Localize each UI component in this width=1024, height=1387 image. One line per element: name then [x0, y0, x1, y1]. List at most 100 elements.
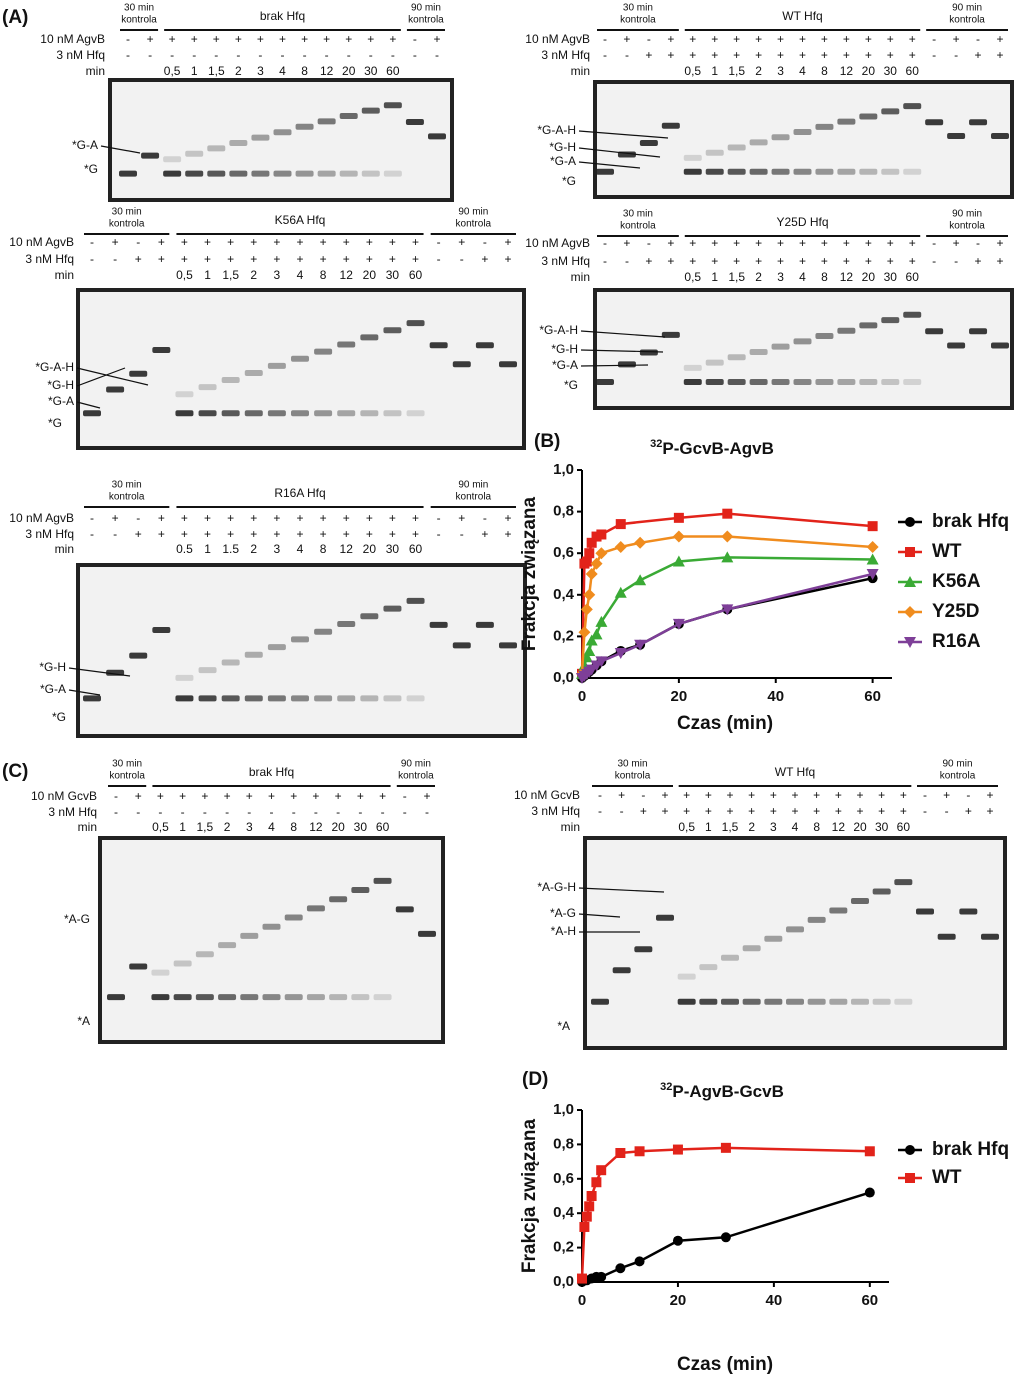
lane-value: -	[303, 48, 307, 62]
band-pointer	[580, 364, 649, 367]
gel-band	[295, 123, 314, 130]
lane-value: +	[711, 236, 718, 250]
gel-band	[175, 695, 194, 702]
lane-value: 30	[875, 820, 889, 834]
lane-value: +	[191, 32, 198, 46]
lane-value: 20	[853, 820, 867, 834]
lane-value: -	[954, 254, 958, 268]
lane-value: -	[932, 236, 936, 250]
gel-background	[585, 838, 1005, 1048]
lane-value: +	[204, 527, 211, 541]
lane-value: +	[204, 235, 211, 249]
gel-band	[240, 994, 259, 1001]
data-point	[634, 639, 647, 651]
lane-value: +	[755, 48, 762, 62]
gel-band	[859, 168, 878, 175]
data-point	[614, 586, 627, 598]
data-point	[586, 537, 597, 548]
group-label: kontrola	[109, 492, 145, 503]
gel-band	[284, 994, 303, 1001]
lane-value: -	[923, 788, 927, 802]
gel-band	[273, 129, 292, 136]
data-point	[722, 508, 733, 519]
lane-value: +	[645, 48, 652, 62]
lane-value: +	[323, 32, 330, 46]
series-line	[580, 1146, 870, 1279]
lane-value: +	[799, 254, 806, 268]
gel-band	[683, 364, 702, 371]
lane-value: -	[236, 48, 240, 62]
lane-value: +	[147, 32, 154, 46]
gel-band	[881, 379, 900, 386]
lane-value: +	[799, 236, 806, 250]
lane-value: 2	[755, 270, 762, 284]
legend-marker	[905, 1145, 915, 1155]
data-point	[586, 1191, 597, 1201]
lane-value: -	[347, 48, 351, 62]
lane-value: -	[413, 48, 417, 62]
lane-value: -	[932, 32, 936, 46]
group-title: WT Hfq	[782, 9, 822, 23]
group-label: kontrola	[456, 219, 492, 230]
gel-band	[329, 994, 348, 1001]
lane-value: +	[843, 48, 850, 62]
lane-value: +	[135, 527, 142, 541]
lane-value: +	[158, 252, 165, 266]
lane-value: +	[296, 252, 303, 266]
gel-band	[894, 998, 913, 1005]
band-pointer	[100, 145, 141, 154]
gel-band	[742, 945, 761, 952]
data-point	[866, 540, 879, 553]
lane-value: 1,5	[722, 820, 739, 834]
lane-value: 12	[832, 820, 846, 834]
lane-value: +	[965, 804, 972, 818]
gel-frame	[76, 563, 527, 738]
lane-value: +	[777, 32, 784, 46]
gel-band	[360, 695, 379, 702]
lane-value: +	[909, 48, 916, 62]
lane-value: -	[641, 788, 645, 802]
group-label: kontrola	[949, 15, 985, 26]
lane-value: 2	[235, 64, 242, 78]
gel-band	[947, 342, 966, 349]
lane-value: 3	[777, 270, 784, 284]
title-superscript: 32	[650, 438, 662, 450]
data-point	[672, 530, 685, 543]
lane-value: +	[204, 252, 211, 266]
gel-band	[151, 969, 170, 976]
lane-value: +	[733, 32, 740, 46]
gel-band	[383, 605, 402, 612]
gel-band	[727, 144, 746, 151]
gel-background	[595, 82, 1012, 197]
gel-band	[173, 994, 192, 1001]
lane-value: +	[366, 235, 373, 249]
x-tick-label: 0	[578, 1292, 586, 1309]
data-point	[866, 553, 879, 565]
gel-band	[991, 342, 1009, 349]
gel-band	[262, 994, 281, 1001]
lane-value: +	[367, 32, 374, 46]
band-label: *A	[557, 1019, 570, 1033]
gel-band	[406, 597, 425, 604]
data-point	[672, 1144, 683, 1155]
group-title: brak Hfq	[260, 9, 305, 23]
data-point	[590, 628, 603, 640]
gel-band	[221, 377, 240, 384]
gel-band	[727, 168, 746, 175]
band-label: *G-H	[39, 660, 66, 674]
lane-value: +	[835, 804, 842, 818]
lane-value: -	[437, 511, 441, 525]
lane-value: -	[460, 527, 464, 541]
lane-value: 0,5	[678, 820, 695, 834]
lane-value: +	[112, 511, 119, 525]
gel-background	[78, 565, 525, 736]
gel-band	[406, 410, 425, 417]
lane-value: +	[224, 789, 231, 803]
gel-band	[175, 674, 194, 681]
lane-value: -	[437, 235, 441, 249]
lane-value: +	[379, 789, 386, 803]
data-point	[614, 648, 627, 660]
lane-value: +	[975, 48, 982, 62]
lane-value: +	[335, 789, 342, 803]
data-point	[578, 626, 591, 639]
